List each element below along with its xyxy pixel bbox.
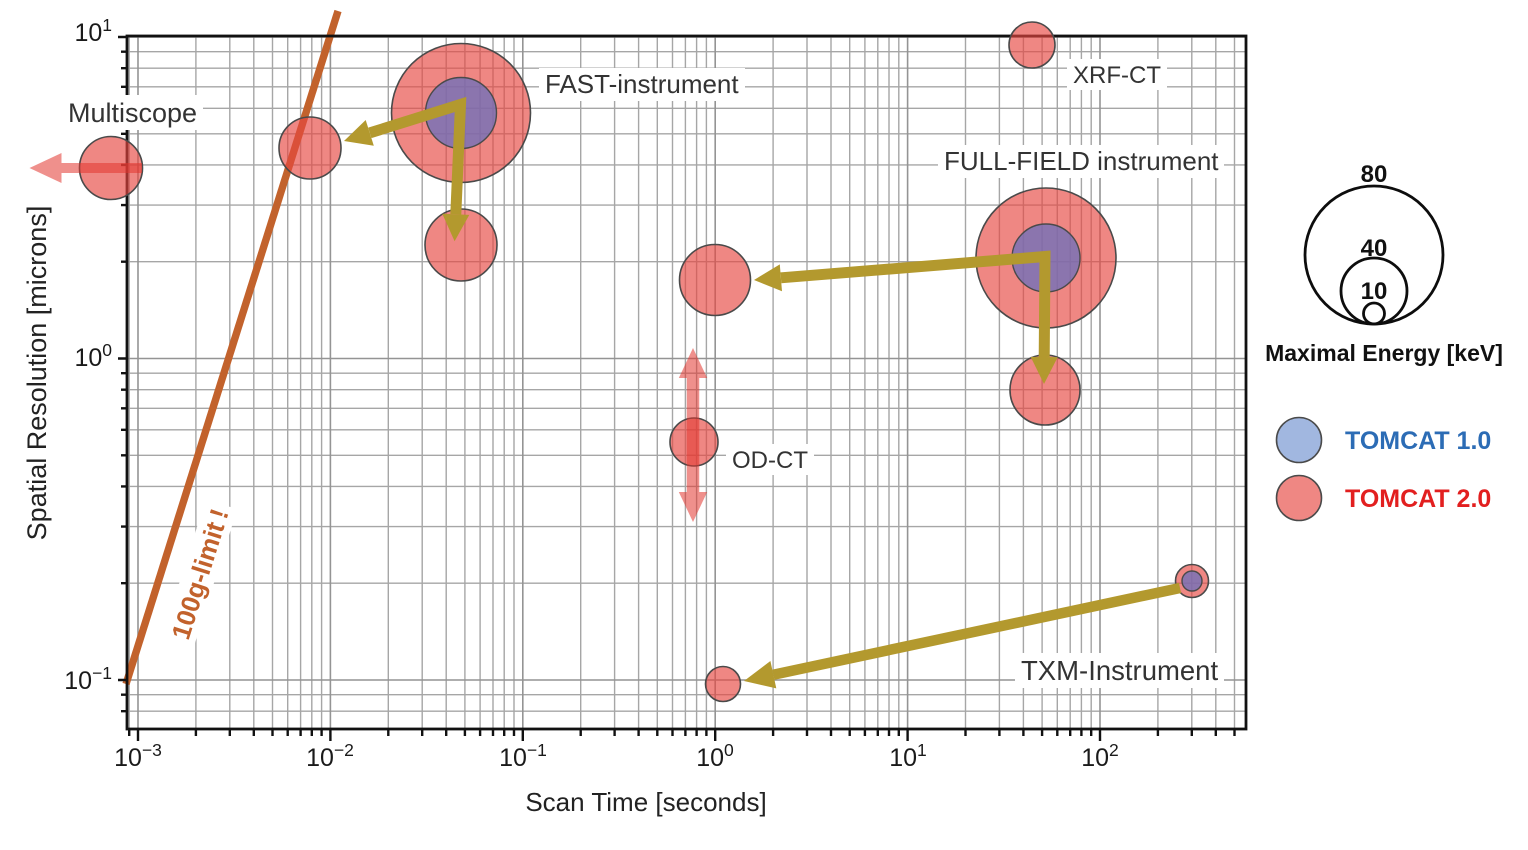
svg-text:XRF-CT: XRF-CT <box>1073 62 1161 89</box>
svg-text:Multiscope: Multiscope <box>68 98 197 128</box>
svg-text:100: 100 <box>74 340 112 372</box>
svg-text:Maximal Energy [keV]: Maximal Energy [keV] <box>1265 340 1503 366</box>
svg-text:102: 102 <box>1081 740 1119 772</box>
svg-text:10: 10 <box>1361 278 1388 305</box>
svg-text:80: 80 <box>1361 161 1388 188</box>
svg-text:FULL-FIELD instrument: FULL-FIELD instrument <box>944 146 1219 176</box>
svg-text:TOMCAT 1.0: TOMCAT 1.0 <box>1345 427 1491 455</box>
svg-text:FAST-instrument: FAST-instrument <box>545 69 739 99</box>
svg-text:100: 100 <box>696 740 734 772</box>
svg-text:TXM-Instrument: TXM-Instrument <box>1021 655 1218 686</box>
svg-text:OD-CT: OD-CT <box>732 447 808 474</box>
svg-text:10−1: 10−1 <box>64 663 112 695</box>
svg-text:40: 40 <box>1361 235 1388 262</box>
svg-text:Spatial Resolution [microns]: Spatial Resolution [microns] <box>22 206 52 541</box>
svg-text:TOMCAT 2.0: TOMCAT 2.0 <box>1345 485 1491 513</box>
svg-text:Scan Time [seconds]: Scan Time [seconds] <box>525 787 766 817</box>
